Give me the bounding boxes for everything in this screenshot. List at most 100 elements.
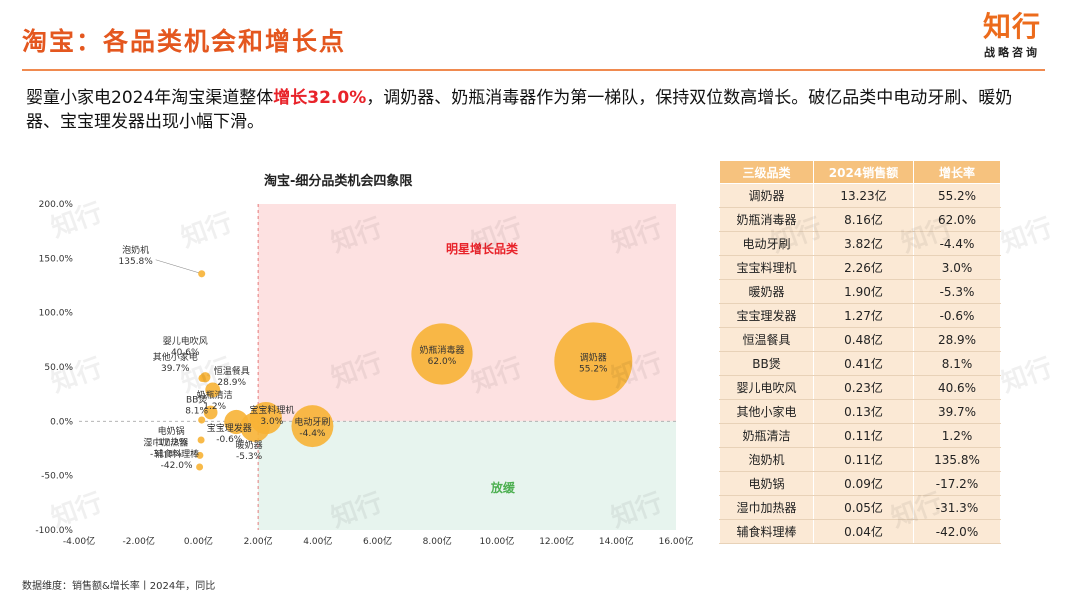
point-value-label: -17.2% [155, 438, 187, 448]
point-value-label: -4.4% [299, 429, 326, 439]
table-row: 奶瓶清洁 0.11亿 1.2% [719, 423, 1001, 448]
x-tick-label: -4.00亿 [63, 535, 95, 547]
point-name-label: 电奶锅 [158, 425, 185, 437]
table-cell: 1.2% [913, 423, 1001, 448]
table-cell: 3.0% [913, 255, 1001, 280]
brand-logo: 知行 战略咨询 [983, 12, 1041, 60]
leader-line [155, 259, 199, 274]
data-point [205, 382, 221, 398]
point-value-label: 135.8% [119, 257, 154, 267]
point-value-label: 40.6% [171, 348, 200, 358]
y-tick-label: 150.0% [39, 254, 74, 264]
point-value-label: -42.0% [161, 461, 193, 471]
table-cell: 39.7% [913, 399, 1001, 424]
y-tick-label: 100.0% [39, 309, 74, 319]
data-point [554, 322, 633, 401]
point-name-label: BB煲 [186, 394, 207, 406]
table-cell: -31.3% [913, 495, 1001, 520]
table-cell: 40.6% [913, 375, 1001, 400]
x-tick-label: 16.00亿 [659, 535, 694, 547]
slow-quadrant-label: 放缓 [490, 480, 516, 495]
data-point [291, 405, 334, 448]
table-cell: 奶瓶消毒器 [719, 207, 814, 232]
point-value-label: -31.3% [150, 449, 182, 459]
table-cell: -0.6% [913, 303, 1001, 328]
point-value-label: 1.2% [203, 402, 226, 412]
point-value-label: 3.0% [260, 417, 283, 427]
table-body: 调奶器 13.23亿 55.2% 奶瓶消毒器 8.16亿 62.0% 电动牙刷 3.82亿 -4… [719, 183, 1001, 544]
table-row: 泡奶机 0.11亿 135.8% [719, 447, 1001, 472]
point-value-label: 39.7% [161, 364, 190, 374]
table-header-cell: 增长率 [913, 160, 1001, 184]
watermark: 知行 [997, 212, 1057, 259]
table-cell: 8.16亿 [813, 207, 914, 232]
data-point [198, 374, 207, 383]
table-row: 电奶锅 0.09亿 -17.2% [719, 471, 1001, 496]
point-name-label: 婴儿电吹风 [163, 335, 208, 347]
table-cell: 宝宝理发器 [719, 303, 814, 328]
table-cell: 恒温餐具 [719, 327, 814, 352]
table-row: 婴儿电吹风 0.23亿 40.6% [719, 375, 1001, 400]
point-name-label: 暖奶器 [236, 439, 263, 451]
table-cell: -17.2% [913, 471, 1001, 496]
table-header-row: 三级品类 2024销售额 增长率 [719, 160, 1001, 184]
summary-post: ，调奶器、奶瓶消毒器作为第一梯队，保持双位数高增长。破亿品类中电动牙刷、暖奶器、… [26, 88, 1013, 132]
data-point [196, 463, 204, 471]
y-tick-label: -100.0% [35, 526, 73, 536]
table-row: 其他小家电 0.13亿 39.7% [719, 399, 1001, 424]
point-name-label: 辅食料理棒 [154, 448, 199, 460]
table-row: BB煲 0.41亿 8.1% [719, 351, 1001, 376]
point-name-label: 恒温餐具 [214, 365, 250, 377]
table-row: 辅食料理棒 0.04亿 -42.0% [719, 519, 1001, 544]
table-row: 暖奶器 1.90亿 -5.3% [719, 279, 1001, 304]
point-name-label: 电动牙刷 [294, 416, 330, 428]
y-tick-label: 50.0% [44, 363, 73, 373]
point-name-label: 宝宝料理机 [249, 404, 294, 416]
x-tick-label: 14.00亿 [599, 535, 634, 547]
point-name-label: 泡奶机 [122, 244, 149, 256]
point-name-label: 湿巾加热器 [143, 436, 188, 448]
summary-pre: 婴童小家电2024年淘宝渠道整体 [26, 88, 274, 108]
table-cell: 55.2% [913, 183, 1001, 208]
x-tick-label: 12.00亿 [539, 535, 574, 547]
y-tick-label: 200.0% [39, 200, 74, 210]
table-cell: 62.0% [913, 207, 1001, 232]
table-row: 宝宝理发器 1.27亿 -0.6% [719, 303, 1001, 328]
table-row: 电动牙刷 3.82亿 -4.4% [719, 231, 1001, 256]
table-cell: 0.09亿 [813, 471, 914, 496]
x-tick-label: -2.00亿 [123, 535, 155, 547]
summary-highlight: 增长32.0% [273, 88, 367, 108]
table-cell: 0.04亿 [813, 519, 914, 544]
table-cell: 0.23亿 [813, 375, 914, 400]
table-cell: 婴儿电吹风 [719, 375, 814, 400]
x-tick-label: 6.00亿 [363, 535, 392, 547]
point-name-label: 宝宝理发器 [207, 422, 252, 434]
x-tick-label: 8.00亿 [423, 535, 452, 547]
x-tick-label: 4.00亿 [303, 535, 332, 547]
category-table: 三级品类 2024销售额 增长率 调奶器 13.23亿 55.2% 奶瓶消毒器 8.16亿 6… [719, 160, 1001, 544]
table-cell: 1.27亿 [813, 303, 914, 328]
table-header-cell: 三级品类 [719, 160, 814, 184]
table-cell: -42.0% [913, 519, 1001, 544]
point-name-label: 奶瓶清洁 [197, 389, 233, 401]
data-point [411, 323, 473, 385]
data-point [196, 451, 204, 459]
x-tick-label: 10.00亿 [480, 535, 515, 547]
table-cell: 暖奶器 [719, 279, 814, 304]
y-tick-label: -50.0% [41, 472, 73, 482]
table-cell: 宝宝料理机 [719, 255, 814, 280]
logo-main-text: 知行 [982, 10, 1041, 43]
table-cell: 湿巾加热器 [719, 495, 814, 520]
table-row: 宝宝料理机 2.26亿 3.0% [719, 255, 1001, 280]
table-cell: 电动牙刷 [719, 231, 814, 256]
table-cell: 13.23亿 [813, 183, 914, 208]
point-name-label: 其他小家电 [153, 351, 198, 363]
data-point [224, 409, 249, 435]
point-value-label: 8.1% [185, 407, 208, 417]
table-cell: 电奶锅 [719, 471, 814, 496]
point-value-label: -5.3% [236, 452, 263, 462]
table-cell: -5.3% [913, 279, 1001, 304]
summary-text: 婴童小家电2024年淘宝渠道整体增长32.0%，调奶器、奶瓶消毒器作为第一梯队，… [26, 86, 1041, 134]
point-value-label: 55.2% [579, 364, 608, 374]
data-point [198, 416, 206, 424]
